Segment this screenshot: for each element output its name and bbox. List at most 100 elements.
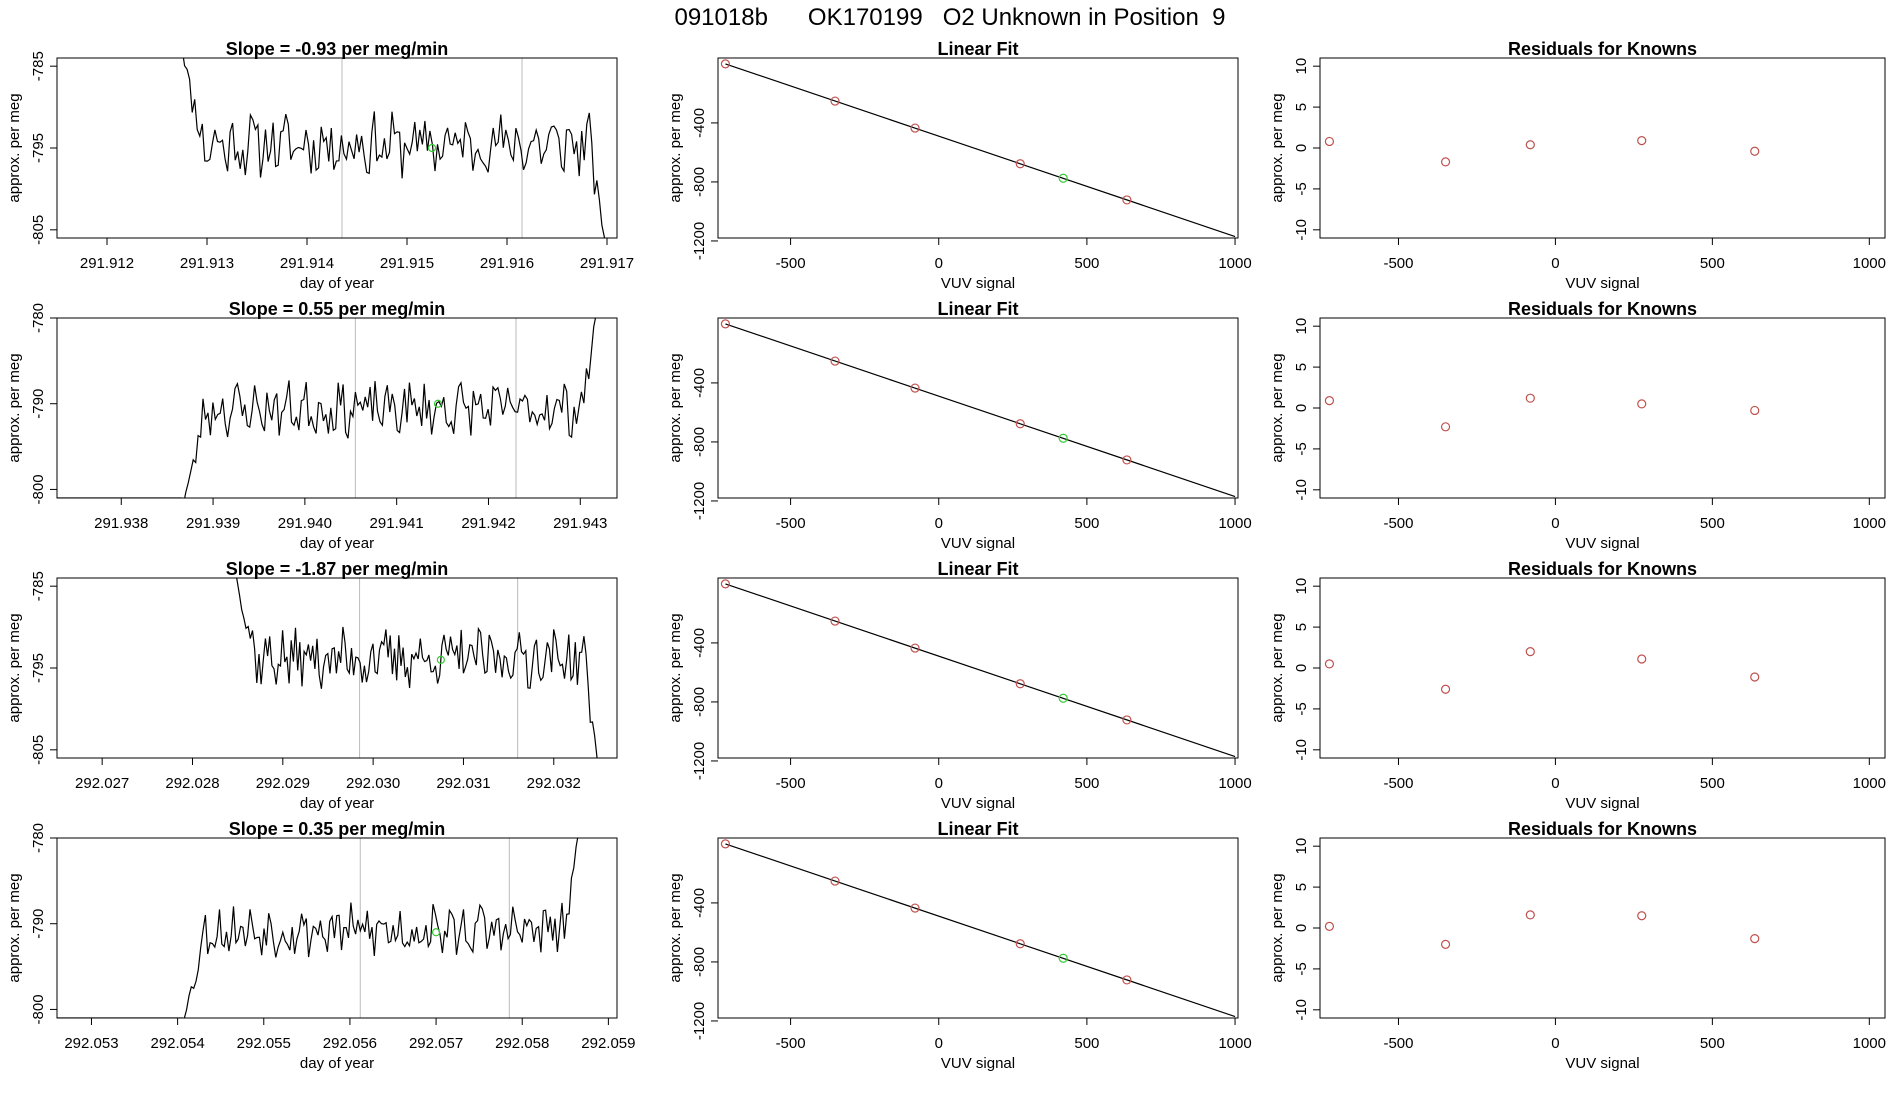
y-axis-label: approx. per meg xyxy=(667,353,684,462)
plot-frame xyxy=(1319,57,1886,239)
fit-line xyxy=(725,323,1236,498)
panel-2-3: Residuals for Knowns -500 0 500 1000 10 5 0 -5 -1… xyxy=(1269,299,1886,552)
y-tick-label: 5 xyxy=(1293,883,1310,891)
x-tick-label: 291.914 xyxy=(280,255,334,272)
fit-line xyxy=(725,583,1236,758)
x-axis-label: day of year xyxy=(300,1055,374,1072)
chart-title: Slope = 0.35 per meg/min xyxy=(229,819,446,839)
chart-title: Slope = 0.55 per meg/min xyxy=(229,299,446,319)
known-point xyxy=(720,579,731,589)
y-tick-label: -10 xyxy=(1293,479,1310,501)
y-tick-label: -780 xyxy=(30,823,47,853)
x-axis-label: VUV signal xyxy=(1565,795,1639,812)
x-tick-label: 292.058 xyxy=(495,1035,549,1052)
x-tick-label: 500 xyxy=(1700,255,1725,272)
y-axis-label: approx. per meg xyxy=(1269,613,1286,722)
chart-title: Slope = -0.93 per meg/min xyxy=(226,39,449,59)
x-tick-label: 292.029 xyxy=(256,775,310,792)
plot-frame xyxy=(717,577,1239,759)
plot-area xyxy=(720,579,1236,758)
x-tick-label: 500 xyxy=(1700,775,1725,792)
plot-area xyxy=(1324,910,1760,949)
x-tick-label: 1000 xyxy=(1218,515,1251,532)
y-tick-label: -1200 xyxy=(691,482,708,520)
plot-frame xyxy=(56,577,618,759)
chart-title: Linear Fit xyxy=(937,299,1018,319)
x-tick-label: 0 xyxy=(935,255,943,272)
signal-trace xyxy=(57,838,579,1018)
x-tick-label: 1000 xyxy=(1853,1035,1886,1052)
plot-area xyxy=(57,318,597,498)
y-tick-label: -800 xyxy=(691,947,708,977)
plot-area xyxy=(720,319,1236,498)
y-tick-label: -795 xyxy=(30,133,47,163)
y-tick-label: 10 xyxy=(1293,58,1310,75)
x-tick-label: -500 xyxy=(776,255,806,272)
y-tick-label: -400 xyxy=(691,368,708,398)
y-tick-label: -1200 xyxy=(691,742,708,780)
y-tick-label: -400 xyxy=(691,108,708,138)
y-tick-label: -5 xyxy=(1293,182,1310,195)
x-tick-label: 292.028 xyxy=(165,775,219,792)
known-point xyxy=(1525,910,1535,920)
y-tick-label: -5 xyxy=(1293,442,1310,455)
panel-4-3: Residuals for Knowns -500 0 500 1000 10 5 0 -5 -1… xyxy=(1269,819,1886,1072)
plot-frame xyxy=(1319,577,1886,759)
x-tick-label: 292.032 xyxy=(527,775,581,792)
known-point xyxy=(1324,396,1335,406)
plot-frame xyxy=(56,837,618,1019)
y-axis-label: approx. per meg xyxy=(667,613,684,722)
known-point xyxy=(1122,195,1132,205)
y-axis-label: approx. per meg xyxy=(6,93,23,202)
y-axis-label: approx. per meg xyxy=(6,613,23,722)
plot-area xyxy=(720,839,1236,1018)
known-point xyxy=(1637,399,1647,409)
x-tick-label: 500 xyxy=(1700,515,1725,532)
x-tick-label: 0 xyxy=(1551,515,1559,532)
y-tick-label: -10 xyxy=(1293,739,1310,761)
y-tick-label: 0 xyxy=(1293,664,1310,672)
y-tick-label: -800 xyxy=(691,167,708,197)
x-tick-label: 500 xyxy=(1074,515,1099,532)
x-tick-label: -500 xyxy=(776,1035,806,1052)
y-tick-label: -400 xyxy=(691,628,708,658)
x-tick-label: 291.912 xyxy=(80,255,134,272)
x-tick-label: 292.056 xyxy=(323,1035,377,1052)
y-tick-label: 5 xyxy=(1293,363,1310,371)
x-axis-label: day of year xyxy=(300,795,374,812)
known-point xyxy=(1525,393,1535,403)
x-tick-label: -500 xyxy=(1383,1035,1413,1052)
y-tick-label: 10 xyxy=(1293,318,1310,335)
y-axis-label: approx. per meg xyxy=(667,873,684,982)
y-tick-label: -800 xyxy=(691,687,708,717)
x-tick-label: 291.943 xyxy=(553,515,607,532)
x-tick-label: 0 xyxy=(1551,1035,1559,1052)
x-tick-label: 0 xyxy=(935,1035,943,1052)
y-tick-label: -790 xyxy=(30,389,47,419)
y-axis-label: approx. per meg xyxy=(667,93,684,202)
y-tick-label: -5 xyxy=(1293,702,1310,715)
signal-trace xyxy=(236,578,598,758)
y-tick-label: -10 xyxy=(1293,219,1310,241)
y-axis-label: approx. per meg xyxy=(1269,873,1286,982)
known-point xyxy=(1324,136,1335,147)
known-point xyxy=(1324,921,1335,931)
panel-1-2: Linear Fit -500 0 500 1000 -400 -800 -1200 VUV s… xyxy=(667,39,1252,292)
y-tick-label: -785 xyxy=(30,51,47,81)
y-tick-label: -1200 xyxy=(691,1002,708,1040)
y-tick-label: -1200 xyxy=(691,222,708,260)
unknown-point xyxy=(1058,693,1068,703)
fit-line xyxy=(725,843,1236,1018)
plot-area xyxy=(236,578,598,758)
unknown-point xyxy=(1058,953,1068,963)
x-tick-label: 1000 xyxy=(1218,255,1251,272)
known-point xyxy=(910,643,920,653)
fit-line xyxy=(725,63,1236,238)
x-tick-label: 292.027 xyxy=(75,775,129,792)
known-point xyxy=(1750,672,1760,682)
known-point xyxy=(1122,455,1132,465)
chart-title: Linear Fit xyxy=(937,559,1018,579)
x-tick-label: 291.939 xyxy=(186,515,240,532)
x-tick-label: 291.940 xyxy=(278,515,332,532)
panel-3-2: Linear Fit -500 0 500 1000 -400 -800 -1200 VUV s… xyxy=(667,559,1252,812)
